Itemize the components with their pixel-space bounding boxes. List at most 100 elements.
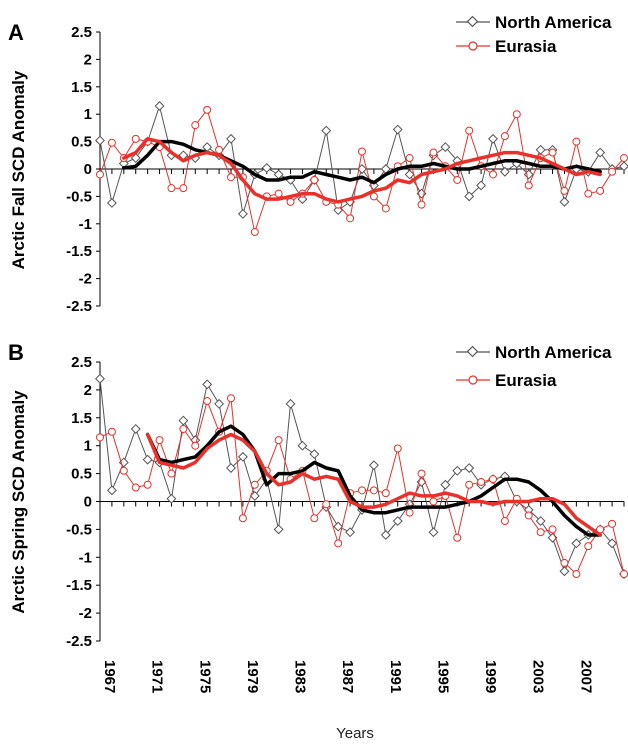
eurasia-point [417, 469, 426, 478]
eurasia-point [620, 154, 628, 163]
north-america-point [273, 524, 284, 535]
legend-north-america-marker [466, 15, 479, 28]
eurasia-point [500, 517, 509, 526]
panel-b-north-america-raw-line [99, 378, 625, 575]
legend-north-america-marker [466, 345, 479, 358]
eurasia-point [405, 154, 414, 163]
north-america-point [392, 124, 403, 135]
north-america-point [571, 538, 582, 549]
eurasia-point [429, 497, 438, 506]
north-america-point [249, 490, 260, 501]
north-america-point [297, 440, 308, 451]
north-america-point [535, 144, 546, 155]
x-tick-label: 1987 [339, 660, 356, 693]
panel-a-eurasia-smoothed-line [122, 137, 602, 204]
y-tick-label: -0.5 [66, 521, 92, 538]
north-america-point [357, 164, 367, 174]
panel-a-legend: North America Eurasia [456, 13, 612, 56]
eurasia-point [227, 173, 235, 182]
legend-eurasia-label: Eurasia [495, 37, 557, 56]
north-america-point [499, 166, 510, 177]
north-america-point [452, 465, 463, 476]
x-tick-label: 1967 [101, 660, 118, 693]
north-america-point [488, 133, 498, 144]
north-america-point [95, 373, 105, 384]
north-america-point [106, 485, 117, 496]
north-america-point [559, 566, 570, 577]
y-tick-label: 0.5 [71, 466, 92, 483]
north-america-point [321, 125, 332, 136]
x-tick-label: 1991 [387, 660, 404, 693]
north-america-point [226, 463, 236, 473]
panel-b-eurasia-smoothed-line [145, 432, 602, 537]
panel-b-y-axis-label: Arctic Spring SCD Anomaly [9, 390, 28, 614]
north-america-point [440, 142, 451, 153]
eurasia-point [250, 480, 259, 489]
eurasia-point [191, 441, 200, 450]
eurasia-point [369, 486, 378, 495]
north-america-point [130, 153, 141, 163]
x-tick-label: 1971 [149, 660, 166, 693]
north-america-point [202, 142, 213, 153]
eurasia-point [489, 475, 497, 484]
x-tick-label: 1999 [482, 660, 499, 693]
eurasia-point [465, 126, 474, 135]
eurasia-point [548, 148, 557, 157]
north-america-point [440, 479, 451, 490]
north-america-point [261, 162, 272, 173]
eurasia-point [620, 570, 628, 579]
eurasia-point [179, 184, 188, 193]
eurasia-point [238, 514, 247, 523]
north-america-point [595, 147, 606, 158]
eurasia-point [274, 189, 283, 198]
eurasia-point [96, 433, 104, 442]
north-america-point [464, 463, 475, 473]
eurasia-point [203, 397, 212, 406]
panel-b-north-america-smoothed-line [145, 424, 602, 537]
eurasia-point [143, 480, 152, 489]
y-tick-label: 2.5 [71, 24, 92, 41]
legend-eurasia-marker [468, 375, 478, 385]
eurasia-point [358, 486, 366, 495]
eurasia-point [584, 542, 593, 551]
x-tick-label: 2003 [530, 660, 547, 693]
panel-b-letter: B [8, 340, 24, 365]
y-tick-label: -1 [79, 216, 92, 233]
y-tick-label: -2.5 [66, 633, 92, 650]
eurasia-point [524, 511, 533, 520]
eurasia-point [179, 424, 188, 433]
eurasia-point [191, 121, 200, 130]
legend-north-america-label: North America [495, 13, 612, 32]
north-america-point [202, 379, 213, 390]
eurasia-point [203, 105, 212, 114]
north-america-point [476, 180, 487, 191]
eurasia-point [381, 489, 390, 498]
north-america-point [464, 191, 475, 202]
eurasia-point [560, 186, 569, 195]
y-tick-label: 2 [84, 51, 92, 68]
north-america-point [345, 527, 356, 538]
eurasia-point [608, 519, 617, 528]
eurasia-point [346, 214, 355, 223]
y-tick-label: -2 [79, 605, 92, 622]
north-america-point [237, 451, 248, 462]
eurasia-point [489, 170, 497, 179]
north-america-point [226, 133, 236, 144]
eurasia-point [358, 147, 366, 156]
eurasia-point [310, 175, 319, 184]
north-america-point [214, 398, 225, 409]
y-tick-label: 2.5 [71, 354, 92, 371]
eurasia-point [286, 197, 295, 206]
north-america-point [285, 398, 296, 409]
eurasia-point [322, 500, 331, 509]
eurasia-point [381, 204, 390, 213]
north-america-point [166, 493, 177, 504]
eurasia-point [274, 436, 283, 445]
eurasia-point [548, 525, 557, 534]
eurasia-point [524, 181, 533, 190]
north-america-point [404, 169, 415, 180]
y-tick-label: 1.5 [71, 410, 92, 427]
eurasia-point [596, 186, 605, 195]
north-america-point [237, 208, 248, 219]
